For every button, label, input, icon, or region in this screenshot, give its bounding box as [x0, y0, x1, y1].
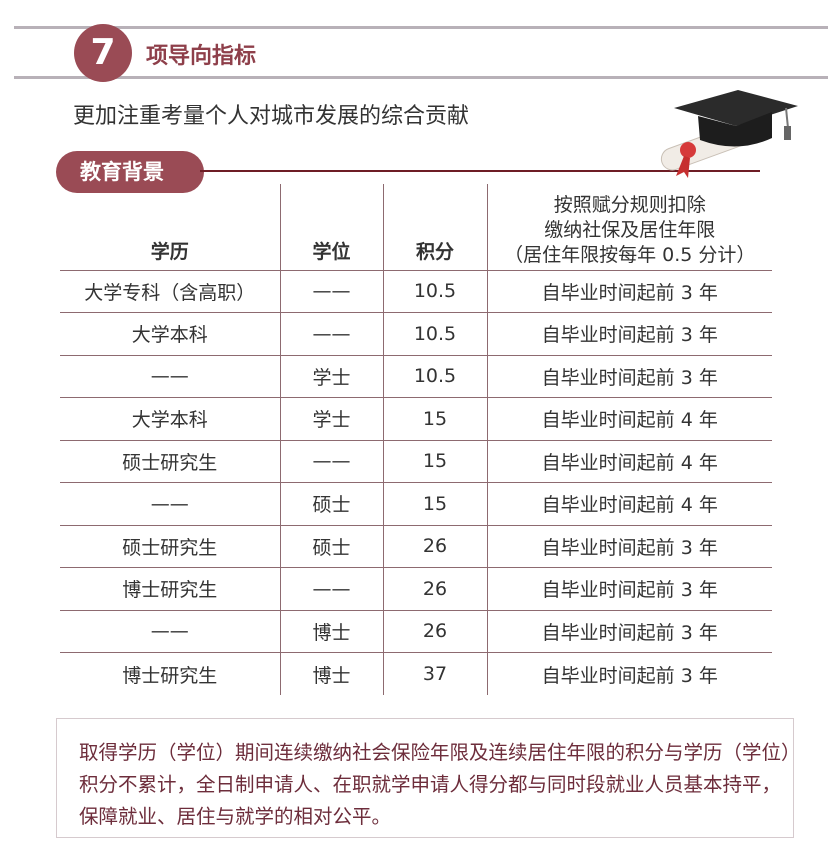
col-header-education: 学历	[60, 184, 280, 271]
cell-degree: ——	[279, 312, 383, 356]
cell-points: 10.5	[382, 270, 487, 313]
cell-deduction: 自毕业时间起前 3 年	[486, 312, 772, 356]
table-row: 博士研究生 —— 26 自毕业时间起前 3 年	[60, 567, 772, 611]
cell-education: ——	[60, 610, 280, 653]
table-row: —— 学士 10.5 自毕业时间起前 3 年	[60, 355, 772, 398]
cell-deduction: 自毕业时间起前 4 年	[486, 397, 772, 441]
cell-degree: 硕士	[279, 525, 383, 568]
cell-education: 大学本科	[60, 397, 280, 441]
cell-education: 博士研究生	[122, 664, 218, 687]
cell-education: 硕士研究生	[60, 440, 280, 483]
cell-deduction: 自毕业时间起前 3 年	[486, 270, 772, 313]
cell-degree: 硕士	[279, 482, 383, 526]
table-row: 大学本科 学士 15 自毕业时间起前 4 年	[60, 397, 772, 441]
cell-deduction: 自毕业时间起前 4 年	[486, 440, 772, 483]
section-number-badge: 7	[74, 24, 132, 82]
top-rule	[14, 26, 828, 29]
cell-points: 10.5	[382, 312, 487, 356]
cell-points: 37	[382, 652, 487, 695]
cell-deduction: 自毕业时间起前 3 年	[486, 652, 772, 695]
cell-degree: 学士	[279, 355, 383, 398]
graduation-cap-diploma-icon	[660, 90, 798, 178]
table-row: —— 硕士 15 自毕业时间起前 4 年	[60, 482, 772, 526]
category-divider	[200, 170, 760, 172]
cell-degree: 博士	[279, 652, 383, 695]
col-header-degree: 学位	[279, 184, 383, 271]
cell-deduction: 自毕业时间起前 4 年	[486, 482, 772, 526]
cell-points: 26	[382, 525, 487, 568]
education-points-table: 学历 学位 积分 按照赋分规则扣除 缴纳社保及居住年限 （居住年限按每年 0.5…	[60, 184, 772, 695]
subtitle: 更加注重考量个人对城市发展的综合贡献	[73, 104, 470, 129]
note-box: 取得学历（学位）期间连续缴纳社会保险年限及连续居住年限的积分与学历（学位）积分不…	[56, 718, 794, 838]
table-row: 大学本科 —— 10.5 自毕业时间起前 3 年	[60, 312, 772, 356]
section-title: 项导向指标	[146, 44, 257, 69]
table-row: —— 博士 26 自毕业时间起前 3 年	[60, 610, 772, 653]
table-header-row: 学历 学位 积分 按照赋分规则扣除 缴纳社保及居住年限 （居住年限按每年 0.5…	[60, 184, 772, 271]
cell-deduction: 自毕业时间起前 3 年	[486, 567, 772, 611]
table-row: 硕士研究生 —— 15 自毕业时间起前 4 年	[60, 440, 772, 483]
cell-points: 26	[382, 610, 487, 653]
cell-degree: 博士	[279, 610, 383, 653]
cell-education: 大学专科（含高职）	[60, 270, 280, 313]
cell-education: ——	[60, 355, 280, 398]
cell-education: ——	[60, 482, 280, 526]
cell-deduction: 自毕业时间起前 3 年	[486, 355, 772, 398]
cell-education: 博士研究生	[60, 567, 280, 611]
cell-education: 硕士研究生	[60, 525, 280, 568]
cell-degree: ——	[279, 567, 383, 611]
cell-points: 15	[382, 482, 487, 526]
table-row: 硕士研究生 硕士 26 自毕业时间起前 3 年	[60, 525, 772, 568]
cell-points: 26	[382, 567, 487, 611]
cell-education: 大学本科	[60, 312, 280, 356]
col-header-deduction: 按照赋分规则扣除 缴纳社保及居住年限 （居住年限按每年 0.5 分计）	[486, 184, 772, 271]
cell-deduction: 自毕业时间起前 3 年	[486, 610, 772, 653]
cell-deduction: 自毕业时间起前 3 年	[486, 525, 772, 568]
col-header-points: 积分	[382, 184, 487, 271]
table-row: 大学专科（含高职） —— 10.5 自毕业时间起前 3 年	[60, 270, 772, 313]
cell-degree: 学士	[279, 397, 383, 441]
cell-degree: ——	[279, 270, 383, 313]
cell-points: 15	[382, 440, 487, 483]
bottom-rule	[14, 76, 828, 79]
table-row: 博士研究生 博士 37 自毕业时间起前 3 年	[60, 652, 772, 695]
cell-points: 10.5	[382, 355, 487, 398]
cell-points: 15	[382, 397, 487, 441]
cell-degree: ——	[279, 440, 383, 483]
